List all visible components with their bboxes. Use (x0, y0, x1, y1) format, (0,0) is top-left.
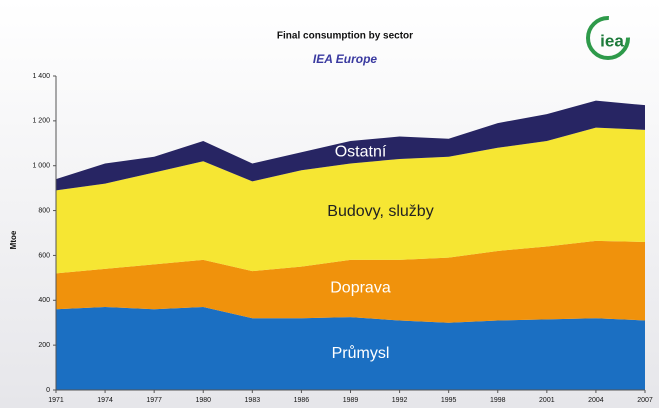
chart-subtitle: IEA Europe (313, 52, 378, 66)
x-tick-label: 2001 (539, 397, 555, 404)
y-axis-label: Mtoe (9, 230, 18, 249)
x-tick-label: 2004 (588, 397, 604, 404)
y-tick-label: 400 (38, 297, 50, 304)
y-tick-label: 1 200 (32, 118, 50, 125)
x-tick-label: 1995 (441, 397, 457, 404)
x-tick-label: 1974 (97, 397, 113, 404)
logo: iea (586, 16, 630, 60)
area (56, 100, 645, 191)
y-tick-label: 200 (38, 342, 50, 349)
x-tick-label: 1989 (343, 397, 359, 404)
area (56, 127, 645, 274)
y-tick-label: 800 (38, 207, 50, 214)
area-label: Budovy, služby (327, 203, 433, 220)
y-tick-label: 1 000 (32, 163, 50, 170)
chart-title: Final consumption by sector (277, 31, 413, 42)
area-label: Ostatní (335, 143, 387, 160)
x-tick-label: 1980 (195, 397, 211, 404)
x-tick-label: 2007 (637, 397, 653, 404)
area (56, 307, 645, 390)
area-label: Průmysl (332, 344, 390, 362)
y-tick-label: 0 (46, 387, 50, 394)
area (56, 240, 645, 323)
x-tick-label: 1977 (146, 397, 162, 404)
logo-ring (586, 16, 630, 60)
y-tick-label: 1 400 (32, 73, 50, 80)
x-tick-label: 1971 (48, 397, 64, 404)
x-tick-label: 1986 (294, 397, 310, 404)
x-tick-label: 1998 (490, 397, 506, 404)
logo-text: iea (600, 31, 624, 50)
area-label: Doprava (330, 280, 391, 297)
y-tick-label: 600 (38, 252, 50, 259)
x-tick-label: 1983 (245, 397, 261, 404)
x-tick-label: 1992 (392, 397, 408, 404)
